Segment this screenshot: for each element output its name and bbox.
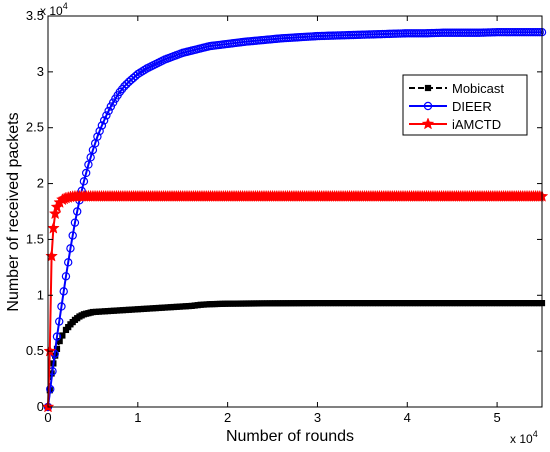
ticks-layer: 0 1 2 3 4 5 0 0.5 1 1.5 2 2.5 3 3.5 — [26, 8, 542, 425]
series-point-dieer-35 — [122, 79, 131, 89]
series-point-dieer-19 — [86, 153, 95, 162]
series-point-dieer-32 — [115, 87, 125, 97]
series-point-dieer-5 — [55, 317, 64, 326]
series-point-iamctd-3 — [47, 221, 60, 234]
x-tick-label-0: 0 — [44, 410, 51, 425]
x-multiplier-base: x 10 — [510, 432, 533, 446]
y-multiplier: x 104 — [40, 1, 68, 18]
legend-items: Mobicast DIEER iAMCTD — [409, 81, 504, 132]
series-point-dieer-218 — [533, 27, 542, 37]
y-tick-label-6: 3 — [37, 64, 44, 79]
series-point-dieer-24 — [97, 121, 107, 130]
series-point-dieer-12 — [70, 218, 80, 227]
series-point-dieer-43 — [140, 65, 149, 75]
x-multiplier-exponent: 4 — [533, 429, 538, 439]
y-tick-label-5: 2.5 — [26, 120, 44, 135]
legend-marker-iamctd — [421, 117, 435, 130]
series-point-dieer-16 — [79, 177, 89, 186]
plot-frame — [47, 15, 543, 408]
series-point-dieer-33 — [117, 84, 127, 94]
y-tick-label-0: 0 — [37, 399, 44, 414]
series-point-dieer-41 — [135, 68, 145, 77]
legend-marker-mobicast — [424, 84, 432, 92]
series-point-dieer-25 — [99, 116, 109, 125]
x-multiplier: x 104 — [510, 429, 538, 446]
x-tick-label-1: 1 — [134, 410, 141, 425]
series-point-dieer-8 — [61, 272, 71, 281]
series-dieer — [43, 27, 547, 412]
legend-label-dieer: DIEER — [452, 99, 492, 114]
x-tick-label-5: 5 — [493, 410, 500, 425]
series-point-dieer-42 — [138, 67, 147, 76]
series-point-dieer-10 — [66, 244, 75, 253]
series-point-dieer-34 — [120, 82, 129, 91]
x-tick-label-2: 2 — [224, 410, 231, 425]
series-point-dieer-9 — [64, 258, 73, 267]
y-axis-label: Number of received packets — [5, 112, 22, 311]
series-point-dieer-23 — [95, 126, 104, 136]
series-point-dieer-18 — [84, 160, 93, 169]
series-layer — [41, 27, 549, 413]
y-tick-label-1: 0.5 — [26, 343, 44, 358]
series-point-dieer-1 — [46, 384, 55, 394]
series-point-dieer-13 — [72, 207, 82, 216]
legend-label-mobicast: Mobicast — [452, 81, 504, 96]
series-point-iamctd-1 — [43, 344, 57, 357]
legend-marker-dieer — [423, 101, 433, 111]
series-point-dieer-22 — [93, 132, 102, 141]
y-tick-label-3: 1.5 — [26, 231, 44, 246]
legend-label-iamctd: iAMCTD — [452, 117, 501, 132]
series-point-dieer-219 — [535, 27, 544, 37]
series-point-dieer-17 — [81, 168, 91, 178]
x-tick-label-3: 3 — [314, 410, 321, 425]
legend: Mobicast DIEER iAMCTD — [402, 74, 528, 136]
y-tick-label-2: 1 — [37, 287, 44, 302]
series-point-dieer-6 — [57, 302, 66, 311]
series-point-iamctd-2 — [45, 249, 58, 262]
series-point-dieer-40 — [133, 69, 143, 79]
series-mobicast — [44, 300, 546, 411]
y-tick-label-4: 2 — [37, 176, 44, 191]
series-point-mobicast-7 — [59, 332, 66, 339]
x-tick-label-4: 4 — [404, 410, 411, 425]
series-point-dieer-4 — [52, 332, 62, 341]
series-iamctd — [41, 189, 549, 413]
series-point-iamctd-4 — [48, 207, 62, 220]
y-tick-label-7: 3.5 — [26, 8, 44, 23]
y-multiplier-base: x 10 — [40, 4, 63, 18]
series-point-dieer-27 — [104, 106, 113, 116]
series-point-dieer-11 — [68, 231, 77, 240]
series-point-dieer-26 — [102, 111, 111, 120]
x-axis-label: Number of rounds — [226, 428, 354, 445]
y-multiplier-exponent: 4 — [63, 1, 68, 11]
series-point-dieer-7 — [59, 287, 68, 296]
